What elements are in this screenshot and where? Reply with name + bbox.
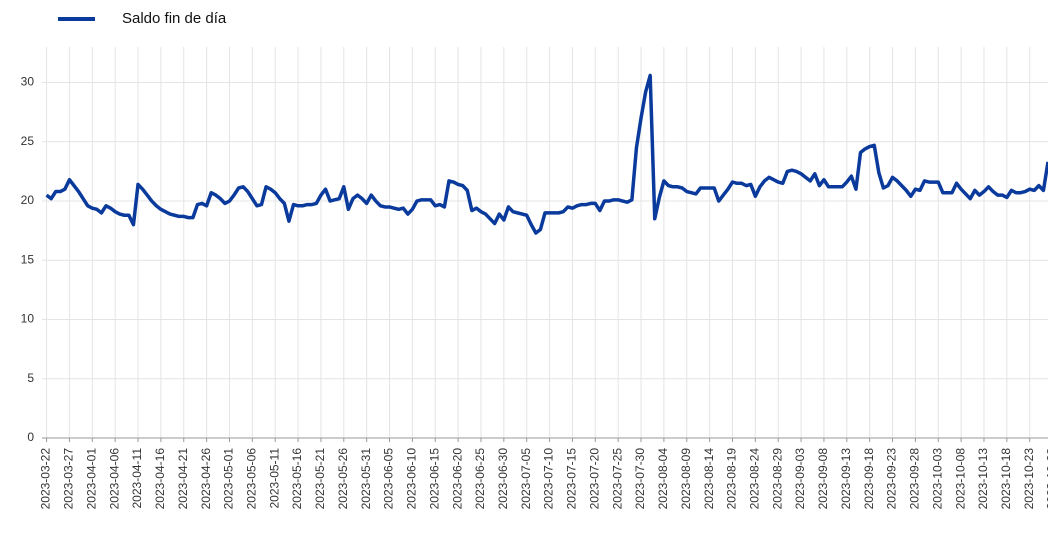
y-tick-label: 0 xyxy=(27,430,34,444)
x-tick-label: 2023-10-13 xyxy=(976,448,990,510)
x-tick-label: 2023-07-30 xyxy=(633,448,647,510)
data-line xyxy=(45,73,1048,235)
x-tick-label: 2023-06-20 xyxy=(450,448,464,510)
x-tick-label: 2023-07-05 xyxy=(519,448,533,510)
x-tick-label: 2023-08-14 xyxy=(702,448,716,510)
y-tick-label: 30 xyxy=(21,75,35,89)
x-tick-label: 2023-04-06 xyxy=(107,448,121,510)
x-tick-label: 2023-10-18 xyxy=(999,448,1013,510)
x-tick-label: 2023-10-28 xyxy=(1045,448,1048,510)
x-tick-label: 2023-10-08 xyxy=(953,448,967,510)
x-tick-label: 2023-04-11 xyxy=(130,448,144,509)
x-tick-label: 2023-09-18 xyxy=(862,448,876,510)
x-tick-label: 2023-08-19 xyxy=(725,448,739,510)
x-tick-label: 2023-10-03 xyxy=(930,448,944,510)
x-tick-label: 2023-04-26 xyxy=(199,448,213,510)
x-tick-label: 2023-07-10 xyxy=(542,448,556,510)
x-tick-label: 2023-08-24 xyxy=(748,448,762,510)
x-tick-label: 2023-10-23 xyxy=(1022,448,1036,510)
x-tick-label: 2023-09-28 xyxy=(908,448,922,510)
y-tick-label: 10 xyxy=(21,312,35,326)
x-tick-label: 2023-04-21 xyxy=(176,448,190,510)
x-tick-label: 2023-08-29 xyxy=(770,448,784,510)
x-tick-label: 2023-07-25 xyxy=(610,448,624,510)
x-tick-label: 2023-09-08 xyxy=(816,448,830,510)
x-tick-label: 2023-05-11 xyxy=(267,448,281,509)
x-tick-label: 2023-04-01 xyxy=(84,448,98,510)
x-tick-label: 2023-09-23 xyxy=(885,448,899,510)
x-tick-label: 2023-05-31 xyxy=(359,448,373,510)
x-tick-label: 2023-05-16 xyxy=(290,448,304,510)
x-tick-label: 2023-06-05 xyxy=(382,448,396,510)
x-tick-label: 2023-03-22 xyxy=(39,448,53,510)
legend-label: Saldo fin de día xyxy=(122,10,227,27)
x-tick-label: 2023-07-20 xyxy=(587,448,601,510)
x-tick-label: 2023-08-09 xyxy=(679,448,693,510)
x-tick-label: 2023-08-04 xyxy=(656,448,670,510)
y-tick-label: 20 xyxy=(21,193,35,207)
x-tick-label: 2023-07-15 xyxy=(565,448,579,510)
y-tick-label: 5 xyxy=(27,371,34,385)
x-tick-label: 2023-09-13 xyxy=(839,448,853,510)
x-tick-label: 2023-06-15 xyxy=(427,448,441,510)
x-tick-label: 2023-05-26 xyxy=(336,448,350,510)
x-tick-label: 2023-06-25 xyxy=(473,448,487,510)
x-tick-label: 2023-03-27 xyxy=(62,448,76,510)
y-tick-label: 25 xyxy=(21,134,35,148)
x-tick-label: 2023-05-01 xyxy=(222,448,236,510)
x-tick-label: 2023-04-16 xyxy=(153,448,167,510)
y-tick-label: 15 xyxy=(21,252,35,266)
x-tick-label: 2023-06-30 xyxy=(496,448,510,510)
x-tick-label: 2023-05-06 xyxy=(245,448,259,510)
x-tick-label: 2023-06-10 xyxy=(405,448,419,510)
x-tick-label: 2023-05-21 xyxy=(313,448,327,510)
x-tick-label: 2023-09-03 xyxy=(793,448,807,510)
